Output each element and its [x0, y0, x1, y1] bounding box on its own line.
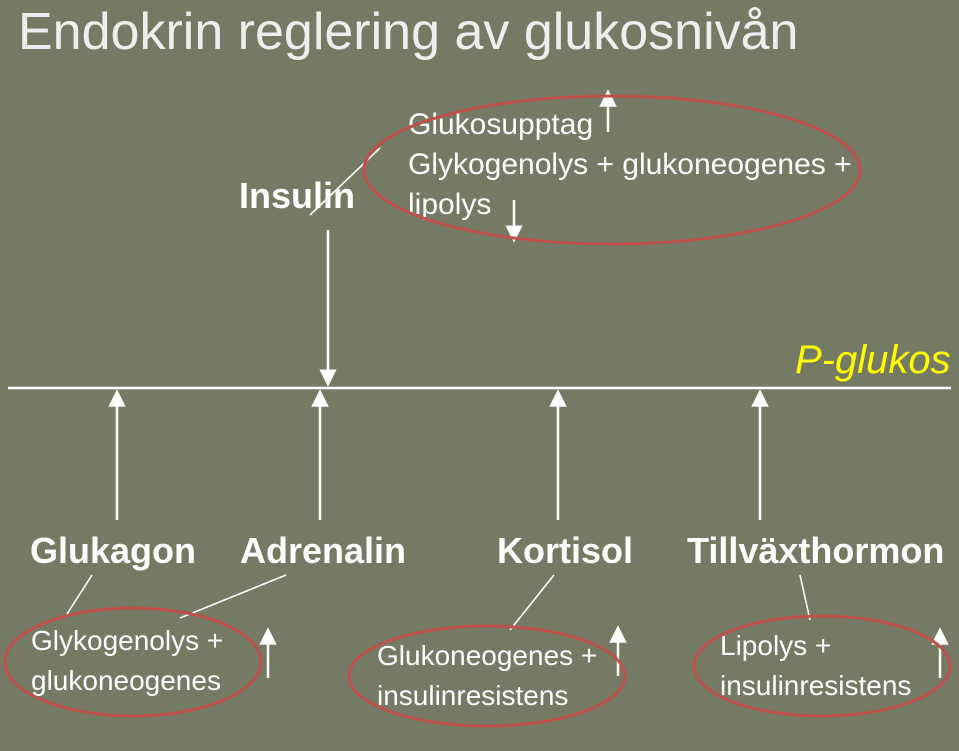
diagram-stage: Endokrin reglering av glukosnivån Insuli… — [0, 0, 959, 751]
bottom-right-line1: Lipolys + — [720, 630, 831, 662]
bottom-mid-line2: insulinresistens — [377, 680, 568, 712]
insulin-effect-line3: lipolys — [408, 188, 491, 222]
label-insulin: Insulin — [239, 175, 355, 217]
bottom-left-line2: glukoneogenes — [31, 665, 221, 697]
label-kortisol: Kortisol — [497, 530, 633, 572]
bottom-right-line2: insulinresistens — [720, 670, 911, 702]
label-glukagon: Glukagon — [30, 530, 196, 572]
label-p-glukos: P-glukos — [795, 338, 951, 383]
label-adrenalin: Adrenalin — [240, 530, 406, 572]
bottom-mid-line1: Glukoneogenes + — [377, 640, 597, 672]
page-title: Endokrin reglering av glukosnivån — [18, 2, 798, 62]
insulin-effect-line2: Glykogenolys + glukoneogenes + — [408, 148, 852, 182]
bottom-left-line1: Glykogenolys + — [31, 625, 223, 657]
label-tillvaxthormon: Tillväxthormon — [687, 530, 944, 572]
insulin-effect-line1: Glukosupptag — [408, 108, 593, 142]
